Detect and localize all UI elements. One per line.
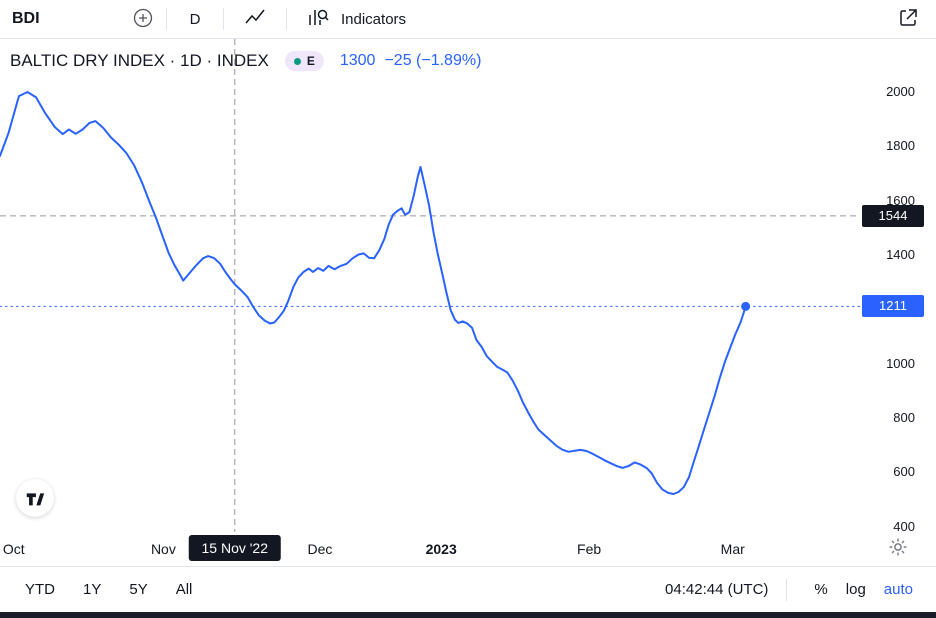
bottom-toolbar: YTD 1Y 5Y All 04:42:44 (UTC) % log auto [0, 566, 936, 612]
auto-scale-button[interactable]: auto [875, 577, 922, 602]
toolbar-divider [286, 8, 287, 30]
interval-button[interactable]: D [167, 0, 223, 38]
indicators-button[interactable]: Indicators [287, 0, 424, 38]
indicators-icon [305, 4, 331, 34]
price-tick: 1800 [886, 138, 915, 154]
price-series-line [0, 91, 747, 495]
time-label: Dec [307, 541, 333, 557]
chart-type-button[interactable] [224, 0, 286, 38]
tradingview-logo[interactable] [16, 479, 54, 517]
chart-legend: BALTIC DRY INDEX · 1D · INDEX E 1300 −25… [10, 51, 481, 71]
window-edge [0, 612, 936, 618]
legend-values: 1300 −25 (−1.89%) [340, 52, 482, 70]
line-chart-icon [242, 5, 268, 34]
market-status-letter: E [306, 54, 315, 68]
market-status-badge[interactable]: E [284, 51, 324, 71]
last-price-badge: 1211 [862, 295, 924, 318]
footer-divider [786, 578, 788, 601]
time-label: 2023 [425, 541, 457, 557]
time-axis[interactable]: 15 Nov '22 Oct Nov Dec 2023 Feb Mar [0, 532, 860, 566]
time-label: Feb [577, 541, 602, 557]
price-tick: 1600 [886, 192, 915, 208]
price-axis[interactable]: 1544 1211 2000 1800 1600 1400 1000 800 600 400 [860, 39, 936, 534]
plus-circle-icon [131, 6, 155, 33]
top-toolbar: BDI D Indicators [0, 0, 936, 39]
price-tick: 800 [893, 410, 915, 426]
log-scale-button[interactable]: log [837, 577, 875, 602]
price-tick: 2000 [886, 83, 915, 99]
symbol-label: BDI [12, 10, 40, 27]
export-icon [896, 6, 920, 33]
time-label: Mar [720, 541, 745, 557]
range-button-all[interactable]: All [175, 581, 193, 598]
price-tick: 600 [893, 464, 915, 480]
percent-scale-button[interactable]: % [805, 577, 836, 602]
crosshair-date-badge: 15 Nov '22 [188, 535, 282, 561]
indicators-label: Indicators [341, 10, 407, 28]
legend-change: −25 (−1.89%) [384, 52, 482, 69]
export-button[interactable] [880, 0, 936, 38]
chart-settings-button[interactable] [860, 532, 936, 566]
time-label: Oct [2, 541, 25, 557]
range-buttons: YTD 1Y 5Y All [0, 577, 201, 602]
last-price-dot [741, 301, 751, 311]
price-chart[interactable] [0, 39, 860, 532]
toolbar-divider [166, 8, 167, 30]
clock[interactable]: 04:42:44 (UTC) [665, 581, 769, 598]
symbol-button[interactable]: BDI [0, 10, 120, 28]
status-dot-icon [293, 57, 301, 65]
compare-add-button[interactable] [120, 0, 166, 38]
legend-price: 1300 [339, 52, 376, 69]
crosshair-price-badge: 1544 [862, 204, 924, 227]
price-tick: 400 [893, 518, 915, 534]
price-tick: 1000 [886, 355, 915, 371]
range-button-ytd[interactable]: YTD [25, 581, 55, 598]
time-label: Nov [150, 541, 176, 557]
range-button-5y[interactable]: 5Y [129, 581, 148, 598]
tradingview-logo-icon [26, 493, 45, 506]
legend-title[interactable]: BALTIC DRY INDEX · 1D · INDEX [10, 51, 269, 70]
chart-area[interactable]: BALTIC DRY INDEX · 1D · INDEX E 1300 −25… [0, 39, 860, 532]
gear-icon [887, 536, 909, 563]
toolbar-divider [223, 8, 224, 30]
range-button-1y[interactable]: 1Y [83, 581, 102, 598]
price-tick: 1400 [886, 247, 915, 263]
